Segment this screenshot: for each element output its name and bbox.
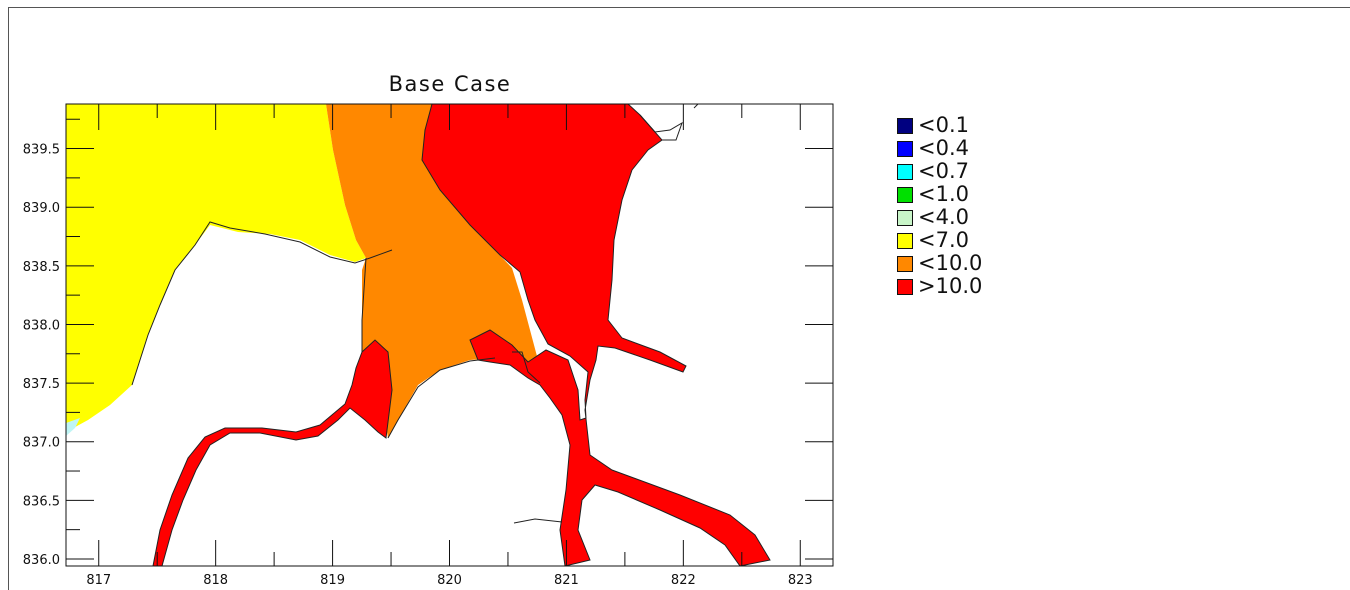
legend-label: <0.4: [918, 136, 969, 160]
shoreline-north: [131, 221, 393, 386]
legend-swatch: [897, 186, 913, 203]
y-tick-label: 839.0: [23, 201, 60, 216]
x-tick-label: 823: [788, 573, 813, 588]
legend-swatch: [897, 278, 913, 295]
x-tick-label: 818: [203, 573, 228, 588]
legend-label: >10.0: [918, 274, 983, 298]
legend-label: <0.1: [918, 113, 969, 137]
legend-swatch: [897, 140, 913, 157]
legend-item: <4.0: [897, 206, 982, 229]
y-tick-label: 838.0: [23, 318, 60, 333]
legend-label: <7.0: [918, 228, 969, 252]
x-tick-label: 817: [86, 573, 111, 588]
legend-swatch: [897, 209, 913, 226]
legend-swatch: [897, 232, 913, 249]
shoreline-south: [387, 357, 496, 439]
frame-top-border: [8, 7, 1350, 8]
shoreline-pier: [512, 351, 541, 384]
legend: <0.1 <0.4 <0.7 <1.0 <4.0 <7.0 <10.0 >10.…: [897, 114, 982, 298]
x-tick-label: 821: [554, 573, 579, 588]
shoreline-ne-mark: [693, 104, 699, 109]
region-lt-0.7: [66, 418, 80, 436]
plot-axes: 817 818 819 820 821 822 823 836.0 836.5 837.0 837.…: [23, 104, 833, 588]
legend-item: <0.7: [897, 160, 982, 183]
shoreline-dock: [513, 518, 563, 524]
y-tick-label: 837.0: [23, 436, 60, 451]
shoreline-ne-spit: [639, 114, 683, 141]
region-gt-10-west-channel: [152, 339, 393, 566]
legend-item: <10.0: [897, 252, 982, 275]
legend-item: <7.0: [897, 229, 982, 252]
y-tick-label: 836.0: [23, 553, 60, 568]
frame-left-border: [8, 7, 9, 590]
legend-swatch: [897, 163, 913, 180]
x-tick-label: 822: [671, 573, 696, 588]
region-gt-10: [421, 104, 771, 566]
shoreline: [131, 104, 699, 524]
map-title: Base Case: [388, 72, 512, 96]
x-tick-label: 819: [320, 573, 345, 588]
legend-item: <0.1: [897, 114, 982, 137]
legend-label: <4.0: [918, 205, 969, 229]
legend-item: <1.0: [897, 183, 982, 206]
legend-label: <1.0: [918, 182, 969, 206]
region-lt-7: [66, 104, 366, 432]
legend-label: <0.7: [918, 159, 969, 183]
y-tick-label: 839.5: [23, 143, 60, 158]
y-tick-label: 836.5: [23, 494, 60, 509]
x-tick-label: 820: [437, 573, 462, 588]
legend-swatch: [897, 117, 913, 134]
legend-item: <0.4: [897, 137, 982, 160]
shoreline-peninsula: [361, 257, 367, 352]
legend-label: <10.0: [918, 251, 983, 275]
map-regions: [66, 104, 771, 566]
y-tick-label: 838.5: [23, 260, 60, 275]
y-tick-label: 837.5: [23, 377, 60, 392]
legend-item: >10.0: [897, 275, 982, 298]
legend-swatch: [897, 255, 913, 272]
